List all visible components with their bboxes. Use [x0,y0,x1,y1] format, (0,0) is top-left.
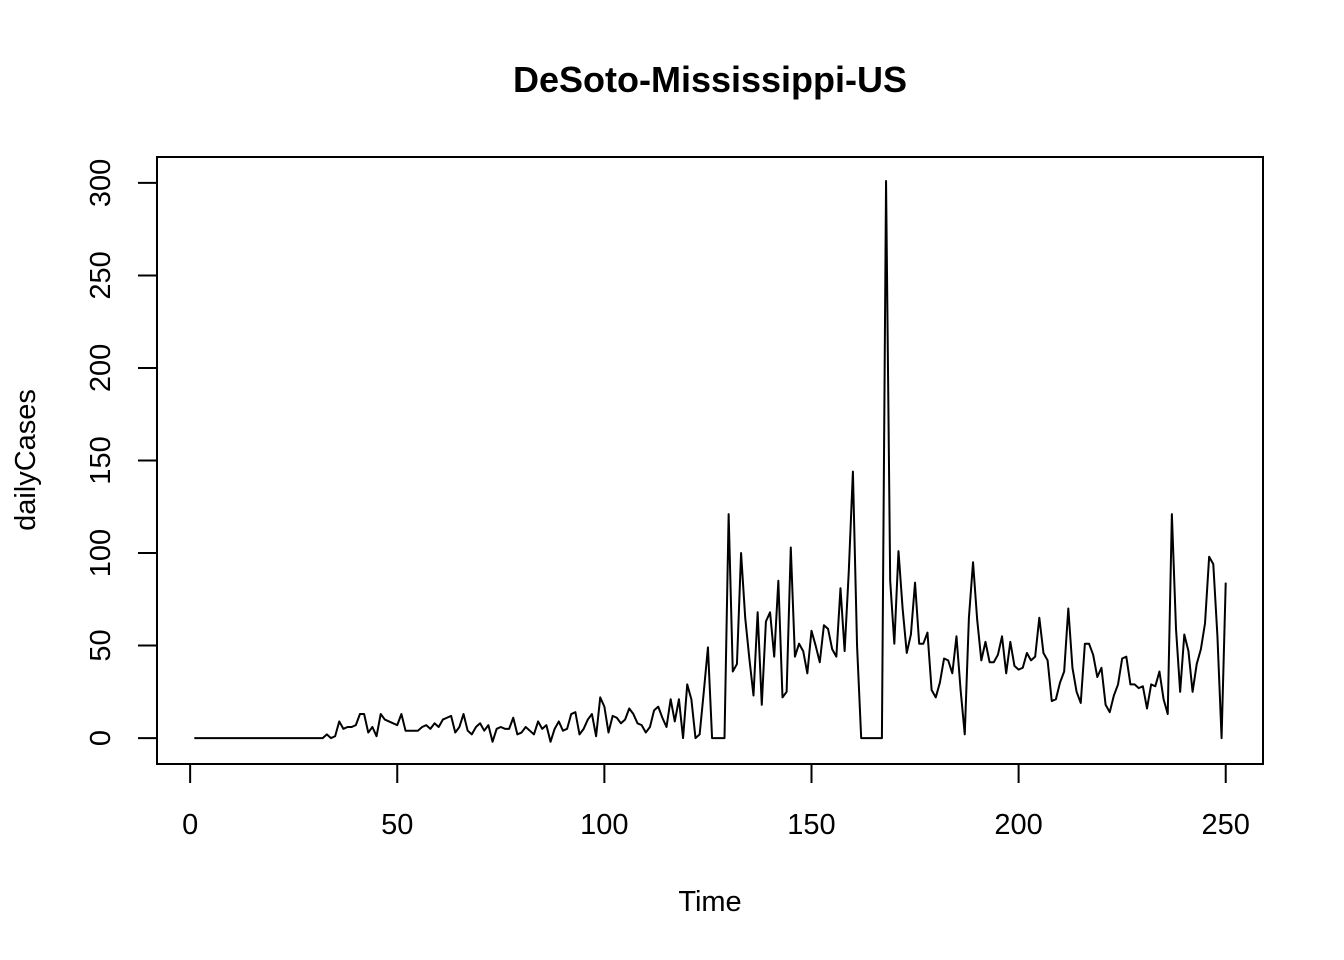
y-axis: 0 50 100 150 200 250 300 [85,159,158,746]
y-tick-label: 250 [85,251,117,299]
y-tick-label: 50 [85,629,117,661]
series-line [194,180,1227,743]
y-tick-label: 100 [85,529,117,577]
y-tick-label: 0 [85,730,117,746]
x-tick-label: 150 [787,809,835,841]
y-axis-label: dailyCases [10,389,42,531]
x-axis: 0 50 100 150 200 250 [182,763,1250,841]
x-tick-label: 50 [381,809,413,841]
x-tick-label: 0 [182,809,198,841]
x-tick-label: 100 [580,809,628,841]
x-axis-label: Time [678,886,741,918]
y-tick-label: 150 [85,436,117,484]
x-tick-label: 250 [1202,809,1250,841]
y-tick-label: 200 [85,344,117,392]
x-tick-label: 200 [994,809,1042,841]
chart-title: DeSoto-Mississippi-US [513,59,907,100]
y-tick-label: 300 [85,159,117,207]
